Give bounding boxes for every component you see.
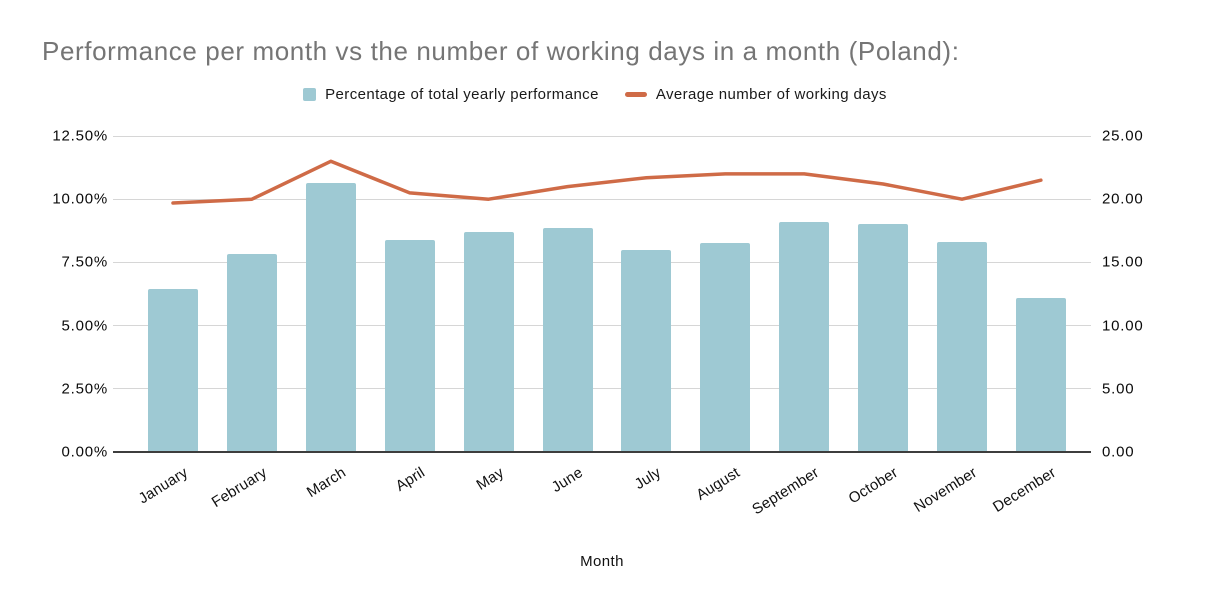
y-tick-left-7.50%: 7.50%: [61, 253, 108, 271]
x-axis-baseline: [113, 451, 1091, 453]
y-tick-left-12.50%: 12.50%: [52, 127, 108, 145]
chart-title: Performance per month vs the number of w…: [42, 36, 960, 66]
bar-december[interactable]: [1015, 297, 1066, 452]
line-swatch-icon: [624, 91, 647, 97]
y-tick-left-5.00%: 5.00%: [61, 317, 108, 335]
y-tick-right-0.00: 0.00: [1102, 443, 1135, 461]
y-tick-right-10.00: 10.00: [1102, 317, 1144, 335]
y-tick-right-15.00: 15.00: [1102, 253, 1144, 271]
x-axis-title: Month: [580, 553, 624, 570]
gridline: [113, 198, 1091, 200]
y-tick-right-25.00: 25.00: [1102, 127, 1144, 145]
bar-november[interactable]: [937, 242, 987, 452]
y-tick-left-0.00%: 0.00%: [61, 443, 108, 461]
bar-july[interactable]: [621, 249, 672, 452]
legend-item-percentage-of-total-yearly-performance[interactable]: Percentage of total yearly performance: [303, 86, 599, 103]
gridline: [113, 135, 1091, 137]
gridline: [113, 261, 1091, 263]
working-days-polyline[interactable]: [171, 159, 1043, 205]
y-tick-left-10.00%: 10.00%: [52, 190, 108, 208]
bar-may[interactable]: [463, 232, 514, 452]
bar-june[interactable]: [542, 228, 593, 452]
bar-august[interactable]: [700, 243, 751, 452]
legend-label: Average number of working days: [655, 85, 887, 103]
bar-september[interactable]: [779, 221, 830, 452]
gridline: [113, 388, 1091, 390]
gridline: [113, 325, 1091, 327]
legend-label: Percentage of total yearly performance: [325, 85, 599, 103]
bar-october[interactable]: [858, 224, 909, 452]
bar-april[interactable]: [384, 239, 435, 452]
bar-february[interactable]: [226, 253, 277, 452]
chart-legend: Percentage of total yearly performance Av…: [0, 84, 1190, 104]
y-tick-right-20.00: 20.00: [1102, 190, 1144, 208]
bar-swatch-icon: [303, 87, 317, 101]
legend-item-average-number-of-working-days[interactable]: Average number of working days: [624, 85, 887, 103]
y-tick-right-5.00: 5.00: [1102, 380, 1135, 398]
bar-march[interactable]: [305, 182, 356, 452]
bar-january[interactable]: [148, 288, 198, 452]
y-tick-left-2.50%: 2.50%: [61, 380, 108, 398]
